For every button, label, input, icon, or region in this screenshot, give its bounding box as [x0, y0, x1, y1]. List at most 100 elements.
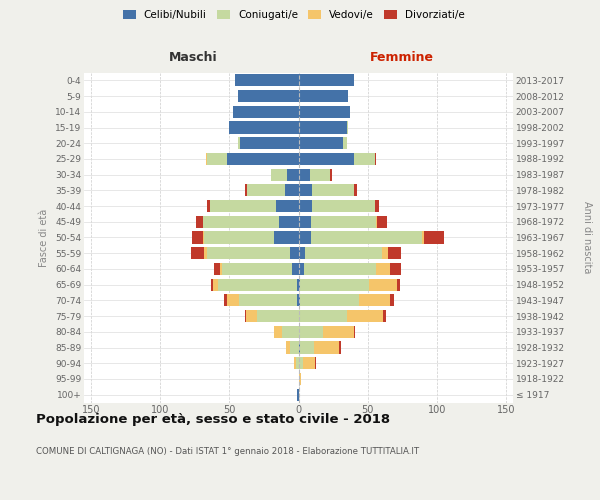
- Bar: [422, 232, 424, 243]
- Bar: [207, 153, 227, 165]
- Bar: [377, 216, 387, 228]
- Bar: [310, 168, 331, 181]
- Bar: [235, 74, 299, 86]
- Bar: [338, 342, 341, 353]
- Bar: [299, 106, 350, 118]
- Bar: [314, 342, 338, 353]
- Bar: [207, 247, 290, 260]
- Bar: [299, 216, 311, 228]
- Bar: [206, 153, 207, 165]
- Bar: [300, 278, 369, 291]
- Bar: [218, 278, 297, 291]
- Text: COMUNE DI CALTIGNAGA (NO) - Dati ISTAT 1° gennaio 2018 - Elaborazione TUTTITALIA: COMUNE DI CALTIGNAGA (NO) - Dati ISTAT 1…: [36, 448, 419, 456]
- Bar: [203, 216, 279, 228]
- Bar: [227, 294, 239, 306]
- Bar: [390, 294, 394, 306]
- Bar: [223, 263, 292, 275]
- Bar: [374, 153, 376, 165]
- Bar: [299, 263, 304, 275]
- Bar: [214, 263, 220, 275]
- Bar: [238, 137, 241, 149]
- Bar: [311, 232, 422, 243]
- Y-axis label: Anni di nascita: Anni di nascita: [581, 202, 592, 274]
- Bar: [247, 184, 284, 196]
- Bar: [290, 342, 299, 353]
- Bar: [205, 247, 207, 260]
- Bar: [277, 200, 299, 212]
- Bar: [299, 137, 343, 149]
- Bar: [211, 278, 212, 291]
- Bar: [239, 294, 297, 306]
- Bar: [388, 247, 401, 260]
- Legend: Celibi/Nubili, Coniugati/e, Vedovi/e, Divorziati/e: Celibi/Nubili, Coniugati/e, Vedovi/e, Di…: [121, 8, 467, 22]
- Bar: [354, 153, 374, 165]
- Bar: [376, 216, 377, 228]
- Bar: [331, 168, 332, 181]
- Bar: [305, 247, 382, 260]
- Bar: [299, 294, 300, 306]
- Text: Maschi: Maschi: [169, 52, 218, 64]
- Bar: [359, 294, 390, 306]
- Bar: [300, 294, 359, 306]
- Bar: [299, 278, 300, 291]
- Bar: [299, 168, 310, 181]
- Bar: [299, 357, 302, 370]
- Bar: [323, 326, 354, 338]
- Bar: [313, 184, 354, 196]
- Bar: [245, 310, 246, 322]
- Bar: [382, 247, 388, 260]
- Bar: [297, 294, 299, 306]
- Bar: [196, 216, 203, 228]
- Bar: [347, 310, 383, 322]
- Bar: [299, 153, 354, 165]
- Bar: [299, 122, 347, 134]
- Bar: [287, 168, 299, 181]
- Bar: [233, 106, 299, 118]
- Bar: [296, 357, 299, 370]
- Bar: [397, 278, 400, 291]
- Bar: [299, 247, 305, 260]
- Bar: [297, 388, 299, 401]
- Bar: [304, 263, 376, 275]
- Bar: [229, 122, 299, 134]
- Bar: [213, 278, 218, 291]
- Bar: [343, 137, 347, 149]
- Bar: [271, 168, 287, 181]
- Bar: [302, 357, 315, 370]
- Bar: [299, 342, 300, 353]
- Bar: [203, 232, 205, 243]
- Bar: [284, 184, 299, 196]
- Bar: [347, 122, 349, 134]
- Bar: [224, 294, 227, 306]
- Bar: [299, 74, 354, 86]
- Bar: [245, 184, 247, 196]
- Bar: [383, 310, 386, 322]
- Bar: [246, 310, 257, 322]
- Bar: [424, 232, 444, 243]
- Bar: [210, 200, 277, 212]
- Bar: [354, 326, 355, 338]
- Bar: [205, 232, 274, 243]
- Bar: [191, 247, 205, 260]
- Bar: [354, 184, 356, 196]
- Bar: [227, 153, 299, 165]
- Bar: [390, 263, 401, 275]
- Bar: [292, 263, 299, 275]
- Bar: [299, 184, 313, 196]
- Bar: [299, 310, 347, 322]
- Bar: [313, 200, 374, 212]
- Bar: [220, 263, 223, 275]
- Bar: [241, 137, 299, 149]
- Bar: [311, 216, 376, 228]
- Bar: [300, 342, 314, 353]
- Bar: [192, 232, 203, 243]
- Bar: [315, 357, 316, 370]
- Bar: [299, 90, 349, 102]
- Bar: [290, 247, 299, 260]
- Bar: [376, 263, 390, 275]
- Bar: [238, 90, 299, 102]
- Bar: [286, 342, 290, 353]
- Bar: [279, 216, 299, 228]
- Bar: [299, 373, 301, 385]
- Bar: [299, 326, 323, 338]
